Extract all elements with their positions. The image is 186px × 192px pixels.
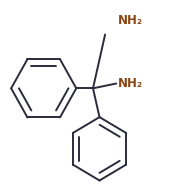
Text: NH₂: NH₂ (118, 14, 143, 27)
Text: NH₂: NH₂ (118, 77, 143, 90)
